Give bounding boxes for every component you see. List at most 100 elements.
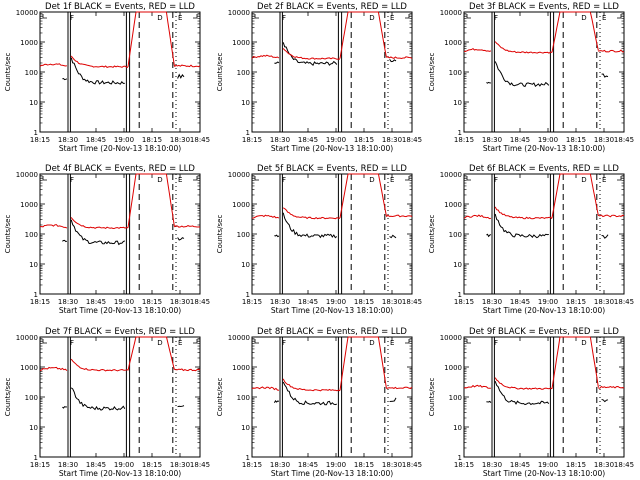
y-tick-label: 10 [241,261,250,269]
y-tick-label: 10 [29,99,38,107]
series-line-events [62,219,185,246]
series-line-events [486,381,609,406]
chart-title: Det 7f BLACK = Events, RED = LLD [45,327,195,337]
event-marker-label: D [581,339,586,347]
x-tick-label: 18:45 [510,136,530,144]
x-tick-label: 18:45 [86,461,106,469]
corner-bracket [193,14,198,19]
x-tick-label: 19:00 [114,461,134,469]
event-marker-label: D [157,14,162,22]
x-tick-label: 18:30 [382,461,402,469]
x-tick-label: 18:30 [382,136,402,144]
y-tick-label: 10 [241,99,250,107]
event-marker-label: F [70,176,74,184]
x-axis-label: Start Time (20-Nov-13 18:10:00) [59,306,181,315]
event-marker-label: E [390,14,394,22]
x-tick-label: 18:45 [298,136,318,144]
event-marker-label: F [494,339,498,347]
y-tick-label: 100 [449,231,462,239]
corner-bracket [466,339,471,344]
y-tick-label: 100 [25,69,38,77]
x-tick-label: 18:15 [142,136,162,144]
x-axis-label: Start Time (20-Nov-13 18:10:00) [271,306,393,315]
x-tick-label: 18:15 [566,136,586,144]
y-tick-label: 1000 [20,39,38,47]
x-tick-label: 18:30 [58,136,78,144]
event-marker-label: D [369,339,374,347]
y-tick-label: 100 [449,69,462,77]
x-tick-label: 18:45 [298,298,318,306]
chart-title: Det 5f BLACK = Events, RED = LLD [257,164,407,174]
chart-panel-5: Det 5f BLACK = Events, RED = LLD 1 10 100 10… [216,164,422,315]
x-tick-label: 18:15 [142,298,162,306]
series-line-lld [251,336,413,392]
event-marker-label: F [494,14,498,22]
event-marker-label: F [282,339,286,347]
series-line-lld [463,336,625,390]
corner-bracket [193,176,198,181]
x-tick-label: 18:30 [170,136,190,144]
x-tick-label: 18:30 [270,136,290,144]
x-tick-label: 18:30 [58,298,78,306]
corner-bracket [254,176,259,181]
x-axis-label: Start Time (20-Nov-13 18:10:00) [271,144,393,153]
y-tick-label: 1 [246,454,250,462]
y-tick-label: 1 [458,291,462,299]
x-tick-label: 18:15 [242,461,262,469]
chart-title: Det 2f BLACK = Events, RED = LLD [257,2,407,12]
x-tick-label: 18:30 [594,461,614,469]
chart-panel-7: Det 7f BLACK = Events, RED = LLD 1 10 100 10… [4,327,210,478]
x-tick-label: 18:45 [402,461,422,469]
event-marker-label: D [581,14,586,22]
y-tick-label: 1 [34,454,38,462]
corner-bracket [405,14,410,19]
event-marker-label: D [369,176,374,184]
y-axis-label: Counts/sec [4,53,12,92]
chart-title: Det 4f BLACK = Events, RED = LLD [45,164,195,174]
series-line-lld [39,336,201,372]
x-tick-label: 18:45 [614,298,634,306]
x-tick-label: 18:30 [170,461,190,469]
y-tick-label: 100 [449,394,462,402]
x-tick-label: 18:45 [402,298,422,306]
x-tick-label: 18:15 [242,136,262,144]
y-tick-label: 1000 [444,39,462,47]
corner-bracket [466,176,471,181]
x-tick-label: 18:45 [614,461,634,469]
x-tick-label: 18:30 [482,136,502,144]
x-tick-label: 18:15 [566,298,586,306]
corner-bracket [254,14,259,19]
event-marker-label: E [602,339,606,347]
y-tick-label: 1000 [232,364,250,372]
series-line-lld [463,173,625,220]
x-tick-label: 18:15 [566,461,586,469]
corner-bracket [254,339,259,344]
event-marker-label: F [494,176,498,184]
y-tick-label: 1 [458,129,462,137]
event-marker-label: E [390,176,394,184]
x-tick-label: 18:45 [190,461,210,469]
series-line-events [486,213,609,239]
event-marker-label: E [178,339,182,347]
chart-panel-2: Det 2f BLACK = Events, RED = LLD 1 10 100 10… [216,2,422,153]
chart-title: Det 3f BLACK = Events, RED = LLD [469,2,619,12]
y-tick-label: 1000 [444,201,462,209]
x-axis-label: Start Time (20-Nov-13 18:10:00) [271,469,393,478]
y-tick-label: 10 [29,424,38,432]
x-tick-label: 18:15 [354,461,374,469]
x-tick-label: 18:45 [298,461,318,469]
y-tick-label: 1000 [232,201,250,209]
x-tick-label: 18:45 [86,298,106,306]
x-tick-label: 19:00 [326,298,346,306]
series-line-events [62,57,185,85]
x-tick-label: 18:15 [354,136,374,144]
x-tick-label: 18:45 [86,136,106,144]
y-tick-label: 100 [25,394,38,402]
x-tick-label: 18:45 [510,298,530,306]
x-tick-label: 19:00 [538,298,558,306]
x-tick-label: 18:15 [142,461,162,469]
y-axis-label: Counts/sec [4,378,12,417]
y-tick-label: 1000 [232,39,250,47]
event-marker-label: E [602,14,606,22]
series-line-events [486,61,609,88]
